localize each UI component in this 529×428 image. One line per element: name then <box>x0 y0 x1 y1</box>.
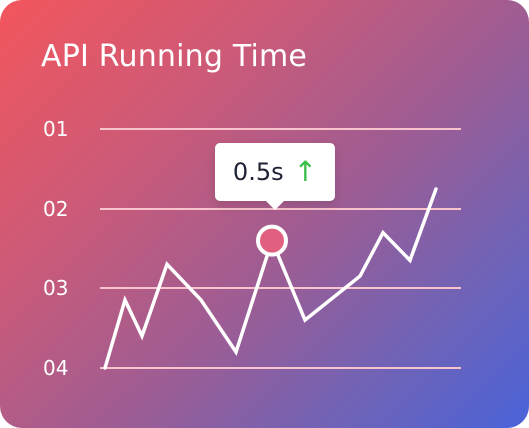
series-line <box>103 187 438 370</box>
chart-title: API Running Time <box>41 39 308 74</box>
y-tick-label: 01 <box>43 117 68 141</box>
marker-layer <box>256 224 288 257</box>
y-tick-label: 04 <box>43 356 68 380</box>
highlighted-point-marker[interactable] <box>256 224 288 257</box>
y-tick-label: 02 <box>43 197 68 221</box>
y-tick-label: 03 <box>43 276 68 300</box>
y-axis-ticks: 01 02 03 04 <box>43 117 68 380</box>
tooltip-value: 0.5s <box>232 158 284 186</box>
up-arrow-icon: ↑ <box>293 155 318 188</box>
series-layer <box>103 187 438 370</box>
value-tooltip: 0.5s ↑ <box>215 143 335 210</box>
